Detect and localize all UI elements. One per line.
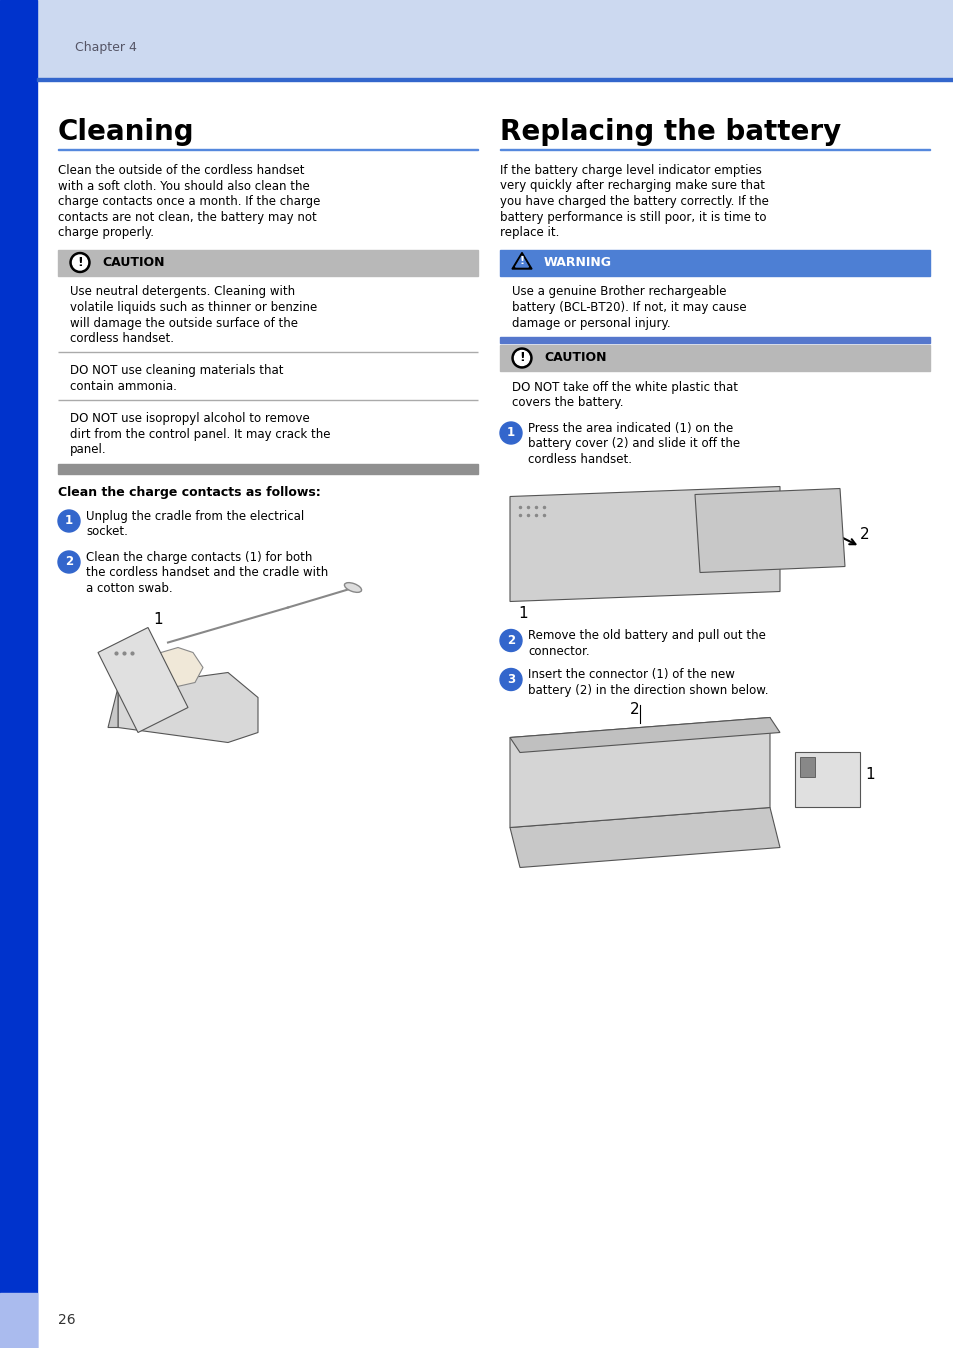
Text: covers the battery.: covers the battery. [512, 396, 623, 410]
Text: the cordless handset and the cradle with: the cordless handset and the cradle with [86, 566, 328, 580]
Text: Cleaning: Cleaning [58, 119, 194, 146]
Text: Press the area indicated (1) on the: Press the area indicated (1) on the [527, 422, 733, 435]
Text: socket.: socket. [86, 526, 128, 538]
Text: Use a genuine Brother rechargeable: Use a genuine Brother rechargeable [512, 286, 726, 298]
Text: 2: 2 [859, 527, 869, 542]
Text: battery (BCL-BT20). If not, it may cause: battery (BCL-BT20). If not, it may cause [512, 301, 746, 314]
Text: Replacing the battery: Replacing the battery [499, 119, 841, 146]
Polygon shape [510, 717, 780, 752]
Text: cordless handset.: cordless handset. [70, 332, 173, 345]
Text: 2: 2 [506, 634, 515, 647]
Text: charge contacts once a month. If the charge: charge contacts once a month. If the cha… [58, 195, 320, 208]
Text: DO NOT use isopropyl alcohol to remove: DO NOT use isopropyl alcohol to remove [70, 412, 310, 426]
Text: If the battery charge level indicator empties: If the battery charge level indicator em… [499, 164, 761, 177]
Polygon shape [152, 647, 203, 687]
Circle shape [499, 422, 521, 443]
Text: 2: 2 [629, 702, 639, 717]
Text: Use neutral detergents. Cleaning with: Use neutral detergents. Cleaning with [70, 286, 294, 298]
Text: damage or personal injury.: damage or personal injury. [512, 317, 670, 329]
Text: DO NOT take off the white plastic that: DO NOT take off the white plastic that [512, 381, 738, 394]
Circle shape [514, 350, 529, 365]
Circle shape [512, 348, 532, 368]
Bar [800, 758, 814, 778]
Circle shape [58, 551, 80, 573]
Text: Remove the old battery and pull out the: Remove the old battery and pull out the [527, 630, 765, 643]
Polygon shape [510, 807, 780, 868]
Text: CAUTION: CAUTION [543, 352, 606, 364]
Text: connector.: connector. [527, 644, 589, 658]
Bar [499, 345, 929, 371]
Text: volatile liquids such as thinner or benzine: volatile liquids such as thinner or benz… [70, 301, 317, 314]
Text: Insert the connector (1) of the new: Insert the connector (1) of the new [527, 669, 734, 682]
Text: CAUTION: CAUTION [102, 256, 164, 270]
Circle shape [499, 630, 521, 651]
Bar [0, 0, 37, 1348]
Circle shape [499, 669, 521, 690]
Polygon shape [512, 252, 532, 270]
Text: you have charged the battery correctly. If the: you have charged the battery correctly. … [499, 195, 768, 208]
Polygon shape [108, 687, 118, 728]
Text: 1: 1 [864, 767, 874, 782]
Polygon shape [510, 717, 769, 828]
Text: battery cover (2) and slide it off the: battery cover (2) and slide it off the [527, 438, 740, 450]
Text: 1: 1 [517, 607, 527, 621]
Text: Unplug the cradle from the electrical: Unplug the cradle from the electrical [86, 510, 304, 523]
Text: !: ! [518, 256, 524, 267]
Circle shape [70, 252, 90, 272]
Circle shape [72, 255, 88, 270]
Ellipse shape [344, 582, 361, 592]
Polygon shape [98, 628, 188, 732]
Bar [499, 337, 929, 342]
Bar [58, 464, 477, 474]
Text: !: ! [518, 350, 524, 364]
Text: cordless handset.: cordless handset. [527, 453, 631, 466]
Text: Chapter 4: Chapter 4 [75, 42, 136, 54]
Text: 1: 1 [65, 515, 73, 527]
Text: !: ! [77, 256, 83, 268]
Text: charge properly.: charge properly. [58, 226, 153, 239]
Text: very quickly after recharging make sure that: very quickly after recharging make sure … [499, 179, 764, 193]
Text: with a soft cloth. You should also clean the: with a soft cloth. You should also clean… [58, 179, 310, 193]
Bar [0, 1293, 37, 1348]
Text: DO NOT use cleaning materials that: DO NOT use cleaning materials that [70, 364, 283, 377]
Text: 26: 26 [58, 1313, 75, 1326]
Text: a cotton swab.: a cotton swab. [86, 582, 172, 594]
Text: contain ammonia.: contain ammonia. [70, 380, 176, 394]
Text: battery (2) in the direction shown below.: battery (2) in the direction shown below… [527, 683, 768, 697]
Text: 1: 1 [152, 612, 162, 628]
Bar [58, 249, 477, 275]
Bar [37, 78, 953, 81]
Polygon shape [118, 673, 257, 743]
Bar [0, 0, 953, 78]
Text: 2: 2 [65, 555, 73, 569]
Polygon shape [515, 256, 528, 267]
Bar [58, 148, 477, 150]
Text: contacts are not clean, the battery may not: contacts are not clean, the battery may … [58, 210, 316, 224]
Text: Clean the charge contacts as follows:: Clean the charge contacts as follows: [58, 487, 320, 499]
Text: replace it.: replace it. [499, 226, 558, 239]
Bar [499, 148, 929, 150]
Bar [794, 752, 859, 807]
Text: dirt from the control panel. It may crack the: dirt from the control panel. It may crac… [70, 429, 330, 441]
Text: Clean the charge contacts (1) for both: Clean the charge contacts (1) for both [86, 551, 312, 563]
Text: Clean the outside of the cordless handset: Clean the outside of the cordless handse… [58, 164, 304, 177]
Text: panel.: panel. [70, 443, 107, 457]
Circle shape [58, 510, 80, 532]
Text: 1: 1 [506, 426, 515, 439]
Text: will damage the outside surface of the: will damage the outside surface of the [70, 317, 297, 329]
Polygon shape [510, 487, 780, 601]
Text: WARNING: WARNING [543, 256, 612, 270]
Polygon shape [695, 488, 844, 573]
Text: battery performance is still poor, it is time to: battery performance is still poor, it is… [499, 210, 765, 224]
Bar [499, 249, 929, 275]
Text: 3: 3 [506, 673, 515, 686]
